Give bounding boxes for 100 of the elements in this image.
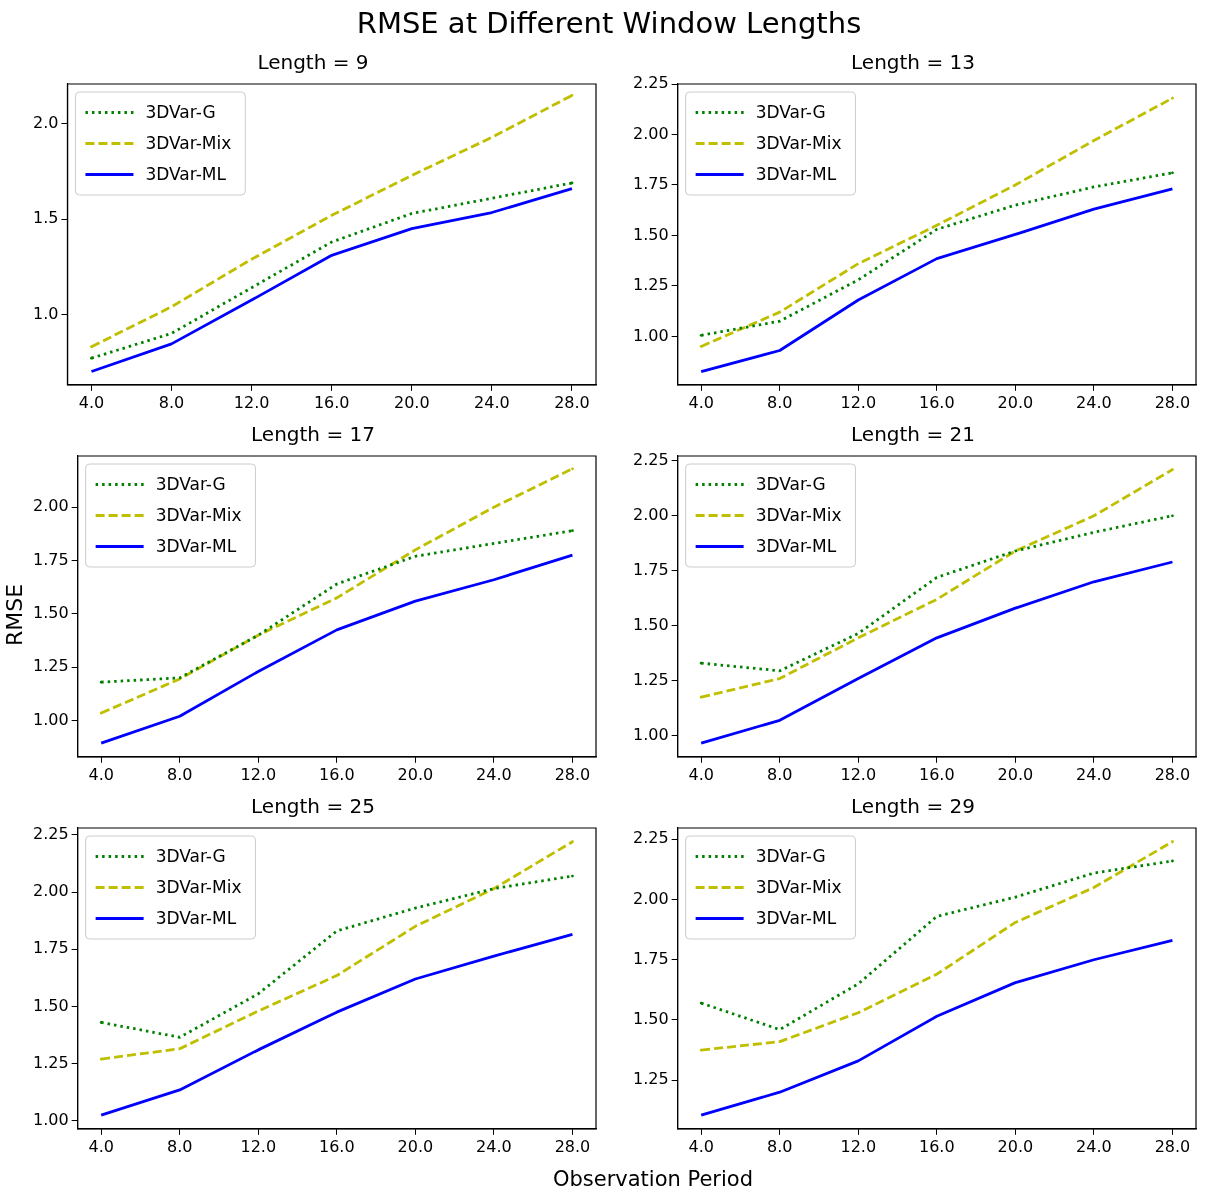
- x-tick-label: 28.0: [554, 1136, 591, 1156]
- legend-label: 3DVar-Mix: [755, 504, 842, 525]
- y-tick-label: 2.00: [633, 888, 669, 908]
- y-tick-label: 2.0: [32, 113, 59, 133]
- y-tick-label: 2.25: [633, 828, 669, 848]
- y-tick-label: 2.00: [33, 881, 69, 901]
- legend-label: 3DVar-ML: [755, 535, 837, 556]
- x-tick-label: 8.0: [158, 392, 185, 412]
- x-tick-label: 20.0: [397, 764, 434, 784]
- x-tick-label: 4.0: [88, 1136, 114, 1156]
- y-tick-label: 2.00: [633, 123, 669, 143]
- legend-label: 3DVar-G: [145, 101, 216, 122]
- y-tick-label: 1.50: [33, 995, 69, 1015]
- y-tick-label: 1.00: [633, 724, 669, 744]
- chart-title: Length = 21: [851, 422, 975, 447]
- legend-label: 3DVar-G: [155, 845, 226, 866]
- y-tick-label: 1.75: [633, 559, 669, 579]
- text: RMSE: [2, 583, 27, 646]
- y-tick-label: 1.00: [33, 709, 69, 729]
- legend-label: 3DVar-G: [755, 473, 826, 494]
- x-tick-label: 28.0: [554, 764, 591, 784]
- legend-label: 3DVar-Mix: [145, 132, 232, 153]
- x-tick-label: 12.0: [240, 764, 277, 784]
- y-tick-label: 2.25: [633, 449, 669, 469]
- y-tick-label: 1.75: [633, 174, 669, 194]
- x-tick-label: 16.0: [919, 392, 955, 412]
- x-tick-label: 20.0: [997, 1136, 1034, 1156]
- y-tick-label: 2.00: [33, 496, 69, 516]
- legend-label: 3DVar-Mix: [155, 504, 242, 525]
- text: RMSE at Different Window Lengths: [355, 6, 863, 40]
- x-tick-label: 8.0: [767, 392, 793, 412]
- y-tick-label: 2.25: [33, 824, 69, 844]
- x-tick-label: 16.0: [319, 1136, 355, 1156]
- x-tick-label: 16.0: [313, 392, 350, 412]
- line-series: [699, 468, 1174, 699]
- line-series: [99, 529, 574, 684]
- y-tick-label: 1.25: [33, 1052, 69, 1072]
- y-tick-label: 1.50: [633, 224, 669, 244]
- y-tick-label: 1.25: [33, 656, 69, 676]
- y-tick-label: 1.5: [32, 208, 59, 228]
- chart-title: Length = 25: [251, 794, 375, 819]
- y-tick-label: 1.50: [633, 1009, 669, 1029]
- x-tick-label: 8.0: [167, 764, 193, 784]
- legend-label: 3DVar-ML: [155, 535, 237, 556]
- x-tick-label: 28.0: [1154, 764, 1191, 784]
- chart-title: Length = 29: [851, 794, 975, 819]
- x-tick-label: 24.0: [1076, 392, 1112, 412]
- legend-label: 3DVar-G: [755, 101, 826, 122]
- y-tick-label: 1.50: [33, 603, 69, 623]
- legend-label: 3DVar-G: [155, 473, 226, 494]
- x-tick-label: 12.0: [840, 1136, 877, 1156]
- legend-label: 3DVar-Mix: [755, 876, 842, 897]
- x-tick-label: 24.0: [476, 764, 512, 784]
- x-tick-label: 24.0: [474, 392, 510, 412]
- x-tick-label: 20.0: [997, 764, 1034, 784]
- y-tick-label: 1.0: [32, 303, 59, 323]
- x-tick-label: 16.0: [919, 1136, 955, 1156]
- legend-label: 3DVar-Mix: [155, 876, 242, 897]
- x-tick-label: 4.0: [88, 764, 114, 784]
- x-tick-label: 28.0: [554, 392, 590, 412]
- y-tick-label: 1.25: [633, 669, 669, 689]
- y-tick-label: 1.75: [633, 948, 669, 968]
- x-tick-label: 8.0: [767, 1136, 793, 1156]
- x-tick-label: 28.0: [1154, 1136, 1191, 1156]
- y-tick-label: 2.00: [633, 504, 669, 524]
- x-tick-label: 8.0: [167, 1136, 193, 1156]
- text: Observation Period: [551, 1167, 754, 1191]
- legend-label: 3DVar-ML: [145, 163, 227, 184]
- x-tick-label: 12.0: [840, 392, 877, 412]
- x-tick-label: 4.0: [688, 764, 714, 784]
- legend-label: 3DVar-ML: [755, 907, 837, 928]
- line-series: [99, 467, 574, 715]
- y-tick-label: 1.00: [33, 1109, 69, 1129]
- x-tick-label: 12.0: [233, 392, 270, 412]
- y-tick-label: 1.75: [33, 549, 69, 569]
- chart-title: Length = 17: [251, 422, 375, 447]
- x-tick-label: 8.0: [767, 764, 793, 784]
- x-tick-label: 16.0: [319, 764, 355, 784]
- y-tick-label: 1.25: [633, 275, 669, 295]
- line-series: [99, 840, 574, 1061]
- y-tick-label: 1.50: [633, 614, 669, 634]
- x-tick-label: 16.0: [919, 764, 955, 784]
- x-tick-label: 20.0: [393, 392, 430, 412]
- x-tick-label: 4.0: [78, 392, 105, 412]
- x-tick-label: 4.0: [688, 1136, 714, 1156]
- legend-label: 3DVar-Mix: [755, 132, 842, 153]
- x-tick-label: 20.0: [997, 392, 1034, 412]
- legend-label: 3DVar-ML: [155, 907, 237, 928]
- x-tick-label: 12.0: [840, 764, 877, 784]
- y-tick-label: 1.00: [633, 325, 669, 345]
- x-tick-label: 20.0: [397, 1136, 434, 1156]
- x-tick-label: 28.0: [1154, 392, 1191, 412]
- legend-label: 3DVar-ML: [755, 163, 837, 184]
- y-tick-label: 1.25: [633, 1069, 669, 1089]
- x-tick-label: 24.0: [476, 1136, 512, 1156]
- x-tick-label: 24.0: [1076, 1136, 1112, 1156]
- legend-label: 3DVar-G: [755, 845, 826, 866]
- chart-title: Length = 13: [851, 50, 975, 75]
- x-tick-label: 24.0: [1076, 764, 1112, 784]
- y-tick-label: 1.75: [33, 938, 69, 958]
